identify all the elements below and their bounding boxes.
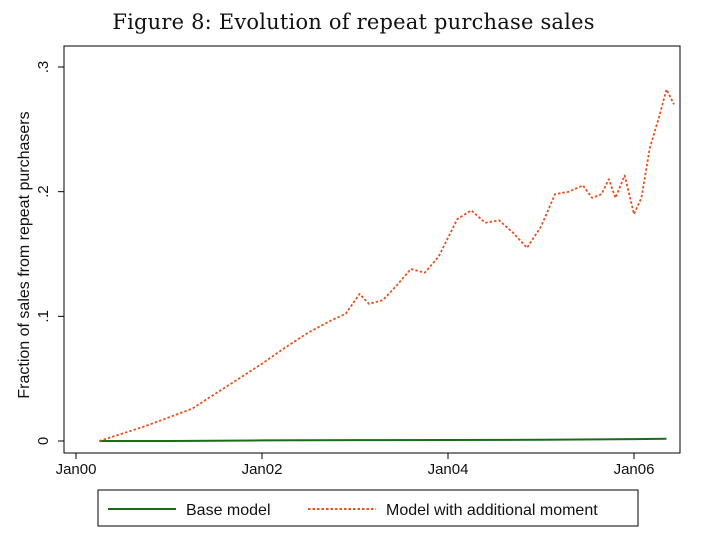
y-tick-label: .1 [35,310,52,323]
figure-title: Figure 8: Evolution of repeat purchase s… [112,10,595,34]
y-tick-label: 0 [35,437,52,445]
y-tick-label: .2 [35,185,52,198]
legend: Base model Model with additional moment [97,489,639,527]
plot-area [63,45,681,454]
x-tick-label: Jan02 [242,461,283,478]
y-tick-label: .3 [35,61,52,74]
x-tick-label: Jan00 [56,461,97,478]
series-line-additional-moment [99,88,675,442]
x-tick-label: Jan04 [428,461,469,478]
x-tick-label: Jan06 [614,461,655,478]
legend-label-base-model: Base model [186,502,271,519]
legend-label-additional-moment: Model with additional moment [386,502,598,519]
y-axis-label: Fraction of sales from repeat purchasers [16,111,33,398]
series-line-base-model [99,437,667,442]
